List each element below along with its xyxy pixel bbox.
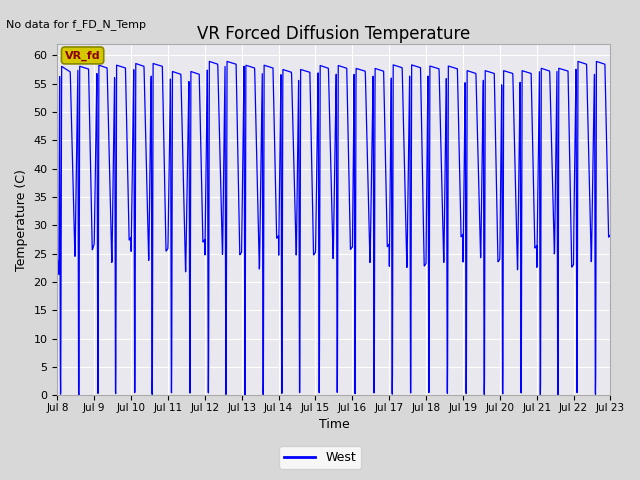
Title: VR Forced Diffusion Temperature: VR Forced Diffusion Temperature xyxy=(197,24,470,43)
Text: No data for f_FD_N_Temp: No data for f_FD_N_Temp xyxy=(6,19,147,30)
Text: VR_fd: VR_fd xyxy=(65,50,100,60)
Y-axis label: Temperature (C): Temperature (C) xyxy=(15,169,28,271)
X-axis label: Time: Time xyxy=(319,419,349,432)
Legend: West: West xyxy=(279,446,361,469)
